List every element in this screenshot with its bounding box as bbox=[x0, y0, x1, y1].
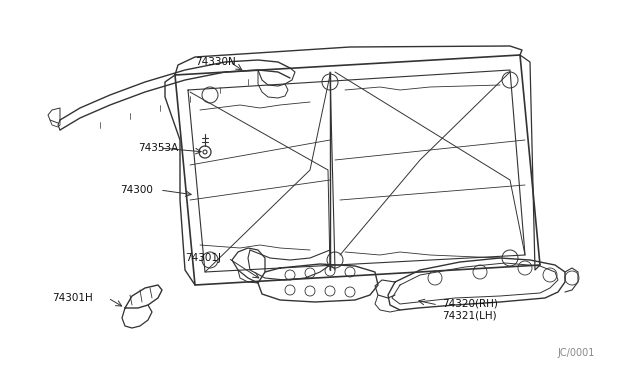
Text: 74301H: 74301H bbox=[52, 293, 93, 303]
Text: 74321(LH): 74321(LH) bbox=[442, 310, 497, 320]
Text: 74353A: 74353A bbox=[138, 143, 179, 153]
Text: 74320(RH): 74320(RH) bbox=[442, 298, 498, 308]
Circle shape bbox=[203, 150, 207, 154]
Text: JC/0001: JC/0001 bbox=[557, 348, 595, 358]
Text: 74300: 74300 bbox=[120, 185, 153, 195]
Text: 74301J: 74301J bbox=[185, 253, 221, 263]
Text: 74330N: 74330N bbox=[195, 57, 236, 67]
